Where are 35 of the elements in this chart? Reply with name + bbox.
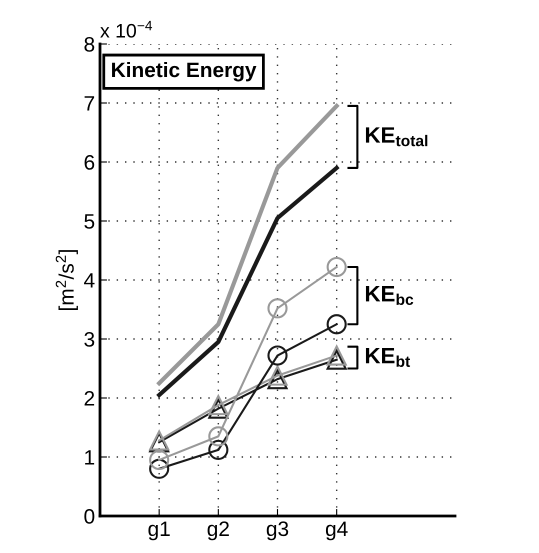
- y-tick-label: 4: [84, 273, 95, 288]
- y-tick-label: 7: [84, 96, 94, 111]
- point: [267, 369, 288, 390]
- y-tick-label: 2: [84, 391, 94, 406]
- line-series: [157, 166, 339, 398]
- point: [149, 458, 170, 479]
- point: [326, 350, 347, 370]
- point: [208, 398, 228, 419]
- annotation: KE$_{total}$: [366, 127, 428, 146]
- point: [326, 314, 347, 334]
- point: [326, 256, 347, 278]
- annotation: KE$_{bt}$: [366, 348, 410, 367]
- y-tick-label: 3: [84, 332, 94, 347]
- y-tick-label: 8: [84, 37, 94, 52]
- x-tick-label: g4: [326, 522, 348, 540]
- point: [208, 440, 228, 460]
- line-series: [157, 104, 339, 386]
- point: [267, 298, 288, 318]
- y-axis-title: [m$^{2}$/s$^{2}$]: [56, 250, 78, 310]
- point: [267, 345, 288, 366]
- y-tick-label: 5: [84, 214, 94, 229]
- y-tick-label: 1: [85, 450, 94, 465]
- point: [267, 366, 288, 386]
- x-tick-label: g3: [266, 521, 288, 540]
- y-tick-label: 6: [84, 155, 94, 170]
- x-tick-label: g1: [148, 522, 170, 540]
- point: [208, 395, 228, 416]
- annotation: KE$_{bc}$: [366, 286, 414, 306]
- point: [149, 450, 170, 470]
- x-tick-label: g2: [208, 521, 229, 540]
- text: x 10$^{−4}$: [100, 20, 152, 38]
- text: Kinetic Energy: [112, 62, 256, 82]
- point: [208, 426, 228, 446]
- y-tick-label: 0: [84, 509, 94, 524]
- point: [326, 345, 347, 366]
